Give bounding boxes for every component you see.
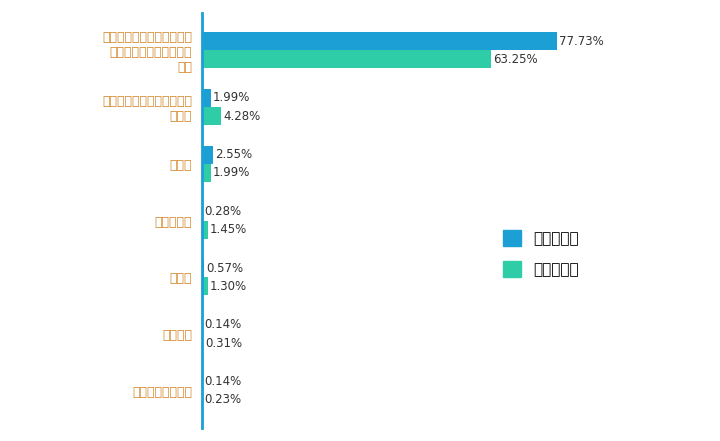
Text: 0.28%: 0.28% [204, 205, 242, 218]
Text: 1.99%: 1.99% [212, 166, 250, 179]
Bar [202, 220, 208, 239]
Text: 77.73%: 77.73% [559, 35, 604, 48]
Text: 0.14%: 0.14% [204, 318, 241, 332]
Text: 1.99%: 1.99% [212, 91, 250, 105]
Bar [202, 164, 211, 182]
Text: 4.28%: 4.28% [223, 109, 260, 123]
Text: 0.23%: 0.23% [204, 393, 242, 406]
Legend: 毕业研究生, 本科毕业生: 毕业研究生, 本科毕业生 [495, 222, 587, 285]
Text: 0.31%: 0.31% [205, 336, 242, 350]
Text: 0.14%: 0.14% [204, 375, 241, 388]
Bar [202, 259, 204, 277]
Text: 0.57%: 0.57% [206, 262, 243, 275]
Text: 2.55%: 2.55% [215, 148, 252, 161]
Bar [202, 89, 211, 107]
Text: 63.25%: 63.25% [492, 53, 537, 66]
Bar [202, 277, 207, 295]
Bar [202, 334, 203, 352]
Text: 1.45%: 1.45% [210, 223, 247, 236]
Bar [202, 146, 213, 164]
Bar [202, 107, 221, 125]
Bar [202, 50, 491, 68]
Bar [202, 32, 557, 50]
Text: 1.30%: 1.30% [210, 280, 246, 293]
Bar [202, 202, 203, 220]
